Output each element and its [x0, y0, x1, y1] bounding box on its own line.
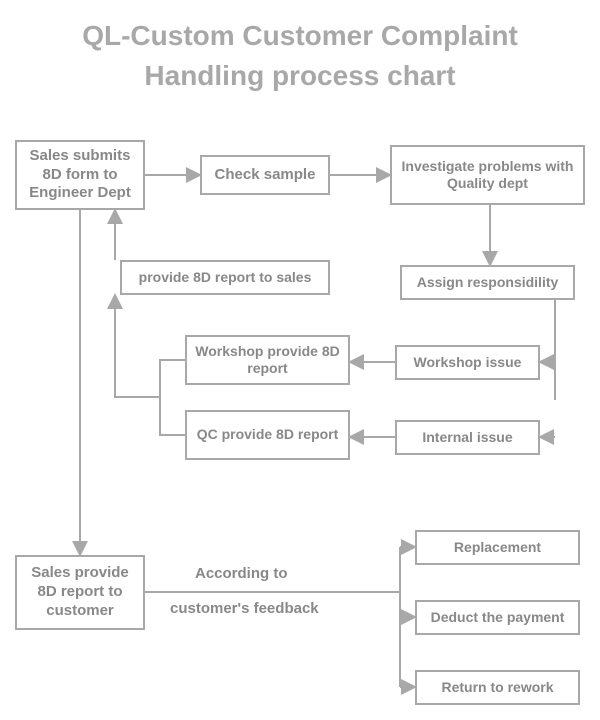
feedback-line1: According to	[195, 565, 288, 582]
node-qc-8d: QC provide 8D report	[185, 410, 350, 460]
node-deduct: Deduct the payment	[415, 600, 580, 635]
feedback-line2: customer's feedback	[170, 600, 319, 617]
node-sales-customer: Sales provide 8D report to customer	[15, 555, 145, 630]
node-return-rework: Return to rework	[415, 670, 580, 705]
title-line2: Handling process chart	[0, 60, 600, 92]
node-workshop-8d: Workshop provide 8D report	[185, 335, 350, 385]
node-check-sample: Check sample	[200, 155, 330, 195]
title-line1: QL-Custom Customer Complaint	[0, 20, 600, 52]
node-workshop-issue: Workshop issue	[395, 345, 540, 380]
node-replacement: Replacement	[415, 530, 580, 565]
node-provide-sales: provide 8D report to sales	[120, 260, 330, 295]
node-sales-submit: Sales submits 8D form to Engineer Dept	[15, 140, 145, 210]
node-investigate: Investigate problems with Quality dept	[390, 145, 585, 205]
node-assign: Assign responsidility	[400, 265, 575, 300]
node-internal-issue: Internal issue	[395, 420, 540, 455]
